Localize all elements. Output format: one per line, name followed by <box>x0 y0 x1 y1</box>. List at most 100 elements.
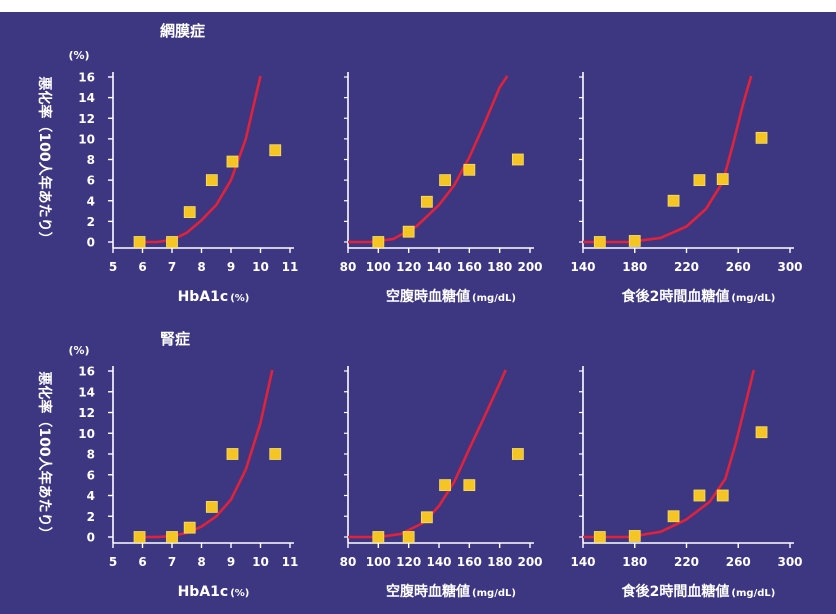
data-point <box>439 479 451 492</box>
data-point <box>755 426 768 439</box>
data-point <box>693 489 706 502</box>
y-unit-label: (%) <box>68 344 89 357</box>
y-tick-label: 16 <box>78 71 95 85</box>
data-point <box>463 479 476 492</box>
data-point <box>511 153 524 166</box>
x-tick-label: 200 <box>517 260 542 274</box>
y-tick-label: 4 <box>87 489 95 503</box>
y-tick-label: 2 <box>87 215 95 229</box>
data-point <box>420 195 433 208</box>
data-point <box>372 236 385 248</box>
trend-curve <box>136 75 262 244</box>
x-tick-label: 80 <box>340 260 357 274</box>
data-point <box>693 174 706 187</box>
x-axis-title-unit: (%) <box>230 588 249 599</box>
y-tick-label: 8 <box>87 153 95 167</box>
x-tick-label: 7 <box>168 555 176 569</box>
x-tick-label: 11 <box>282 555 299 569</box>
data-point <box>667 510 680 523</box>
x-tick-label: 100 <box>366 555 391 569</box>
x-tick-label: 300 <box>777 260 802 274</box>
data-point <box>133 236 146 248</box>
x-tick-label: 10 <box>252 260 269 274</box>
x-tick-label: 6 <box>138 555 146 569</box>
data-point <box>183 206 196 218</box>
x-tick-label: 300 <box>777 555 802 569</box>
data-point <box>205 501 218 513</box>
x-tick-label: 5 <box>109 260 117 274</box>
x-tick-label: 100 <box>366 260 391 274</box>
data-point <box>593 531 606 543</box>
data-point <box>439 174 451 187</box>
y-unit-label: (%) <box>68 49 89 62</box>
x-axis-title-main: 食後2時間血糖値 <box>622 583 730 600</box>
data-point <box>133 531 146 543</box>
x-axis-title-main: 空腹時血糖値 <box>386 583 470 600</box>
x-axis-title-unit: (mg/dL) <box>731 293 775 304</box>
y-tick-label: 16 <box>78 365 95 379</box>
data-point <box>226 155 239 168</box>
section-title: 腎症 <box>160 330 190 348</box>
x-tick-label: 140 <box>570 555 595 569</box>
x-axis-title: 食後2時間血糖値 (mg/dL) <box>622 288 776 305</box>
x-axis-title-main: HbA1c <box>178 584 229 600</box>
chart-background <box>0 12 836 614</box>
data-point <box>463 163 476 176</box>
x-axis-title-main: 空腹時血糖値 <box>386 288 470 305</box>
x-tick-label: 180 <box>487 555 512 569</box>
x-axis-title: HbA1c (%) <box>178 289 250 305</box>
trend-curve <box>136 369 274 539</box>
y-axis-title-text: 悪化率（100人年あたり） <box>36 371 53 540</box>
y-tick-label: 12 <box>78 112 95 126</box>
data-point <box>755 131 768 144</box>
x-axis-title-unit: (mg/dL) <box>731 588 775 599</box>
y-tick-label: 8 <box>87 448 95 462</box>
data-point <box>372 531 385 543</box>
data-point <box>628 530 641 542</box>
x-tick-label: 220 <box>674 260 699 274</box>
y-tick-label: 2 <box>87 510 95 524</box>
y-axis-title-bottom: 悪化率（100人年あたり） <box>36 371 53 540</box>
x-axis-title-main: HbA1c <box>178 289 229 305</box>
x-tick-label: 6 <box>138 260 146 274</box>
x-tick-label: 160 <box>457 260 482 274</box>
data-point <box>183 521 196 534</box>
y-tick-label: 0 <box>87 236 95 250</box>
data-point <box>628 235 641 247</box>
x-tick-label: 8 <box>197 260 205 274</box>
section-title: 網膜症 <box>160 22 205 40</box>
x-axis-title: HbA1c (%) <box>178 584 250 600</box>
data-point <box>205 174 218 187</box>
x-tick-label: 7 <box>168 260 176 274</box>
y-tick-label: 6 <box>87 174 95 188</box>
x-tick-label: 140 <box>426 555 451 569</box>
x-axis-title: 空腹時血糖値 (mg/dL) <box>386 583 516 600</box>
trend-curve <box>348 369 507 539</box>
x-axis-title: 空腹時血糖値 (mg/dL) <box>386 288 516 305</box>
x-tick-label: 9 <box>227 260 235 274</box>
y-tick-label: 4 <box>87 194 95 208</box>
y-tick-label: 0 <box>87 531 95 545</box>
x-axis-title-unit: (%) <box>230 293 249 304</box>
x-axis-title-unit: (mg/dL) <box>472 293 516 304</box>
x-tick-label: 260 <box>726 555 751 569</box>
x-tick-label: 180 <box>487 260 512 274</box>
x-tick-label: 140 <box>426 260 451 274</box>
y-axis-title-text: 悪化率（100人年あたり） <box>36 76 53 245</box>
data-point <box>166 236 178 248</box>
data-point <box>420 511 433 524</box>
x-axis-title-main: 食後2時間血糖値 <box>622 288 730 305</box>
trend-curve <box>348 75 509 244</box>
x-tick-label: 8 <box>197 555 205 569</box>
x-tick-label: 10 <box>252 555 269 569</box>
data-point <box>269 144 282 157</box>
y-tick-label: 14 <box>78 91 95 105</box>
x-tick-label: 5 <box>109 555 117 569</box>
x-tick-label: 120 <box>396 555 421 569</box>
